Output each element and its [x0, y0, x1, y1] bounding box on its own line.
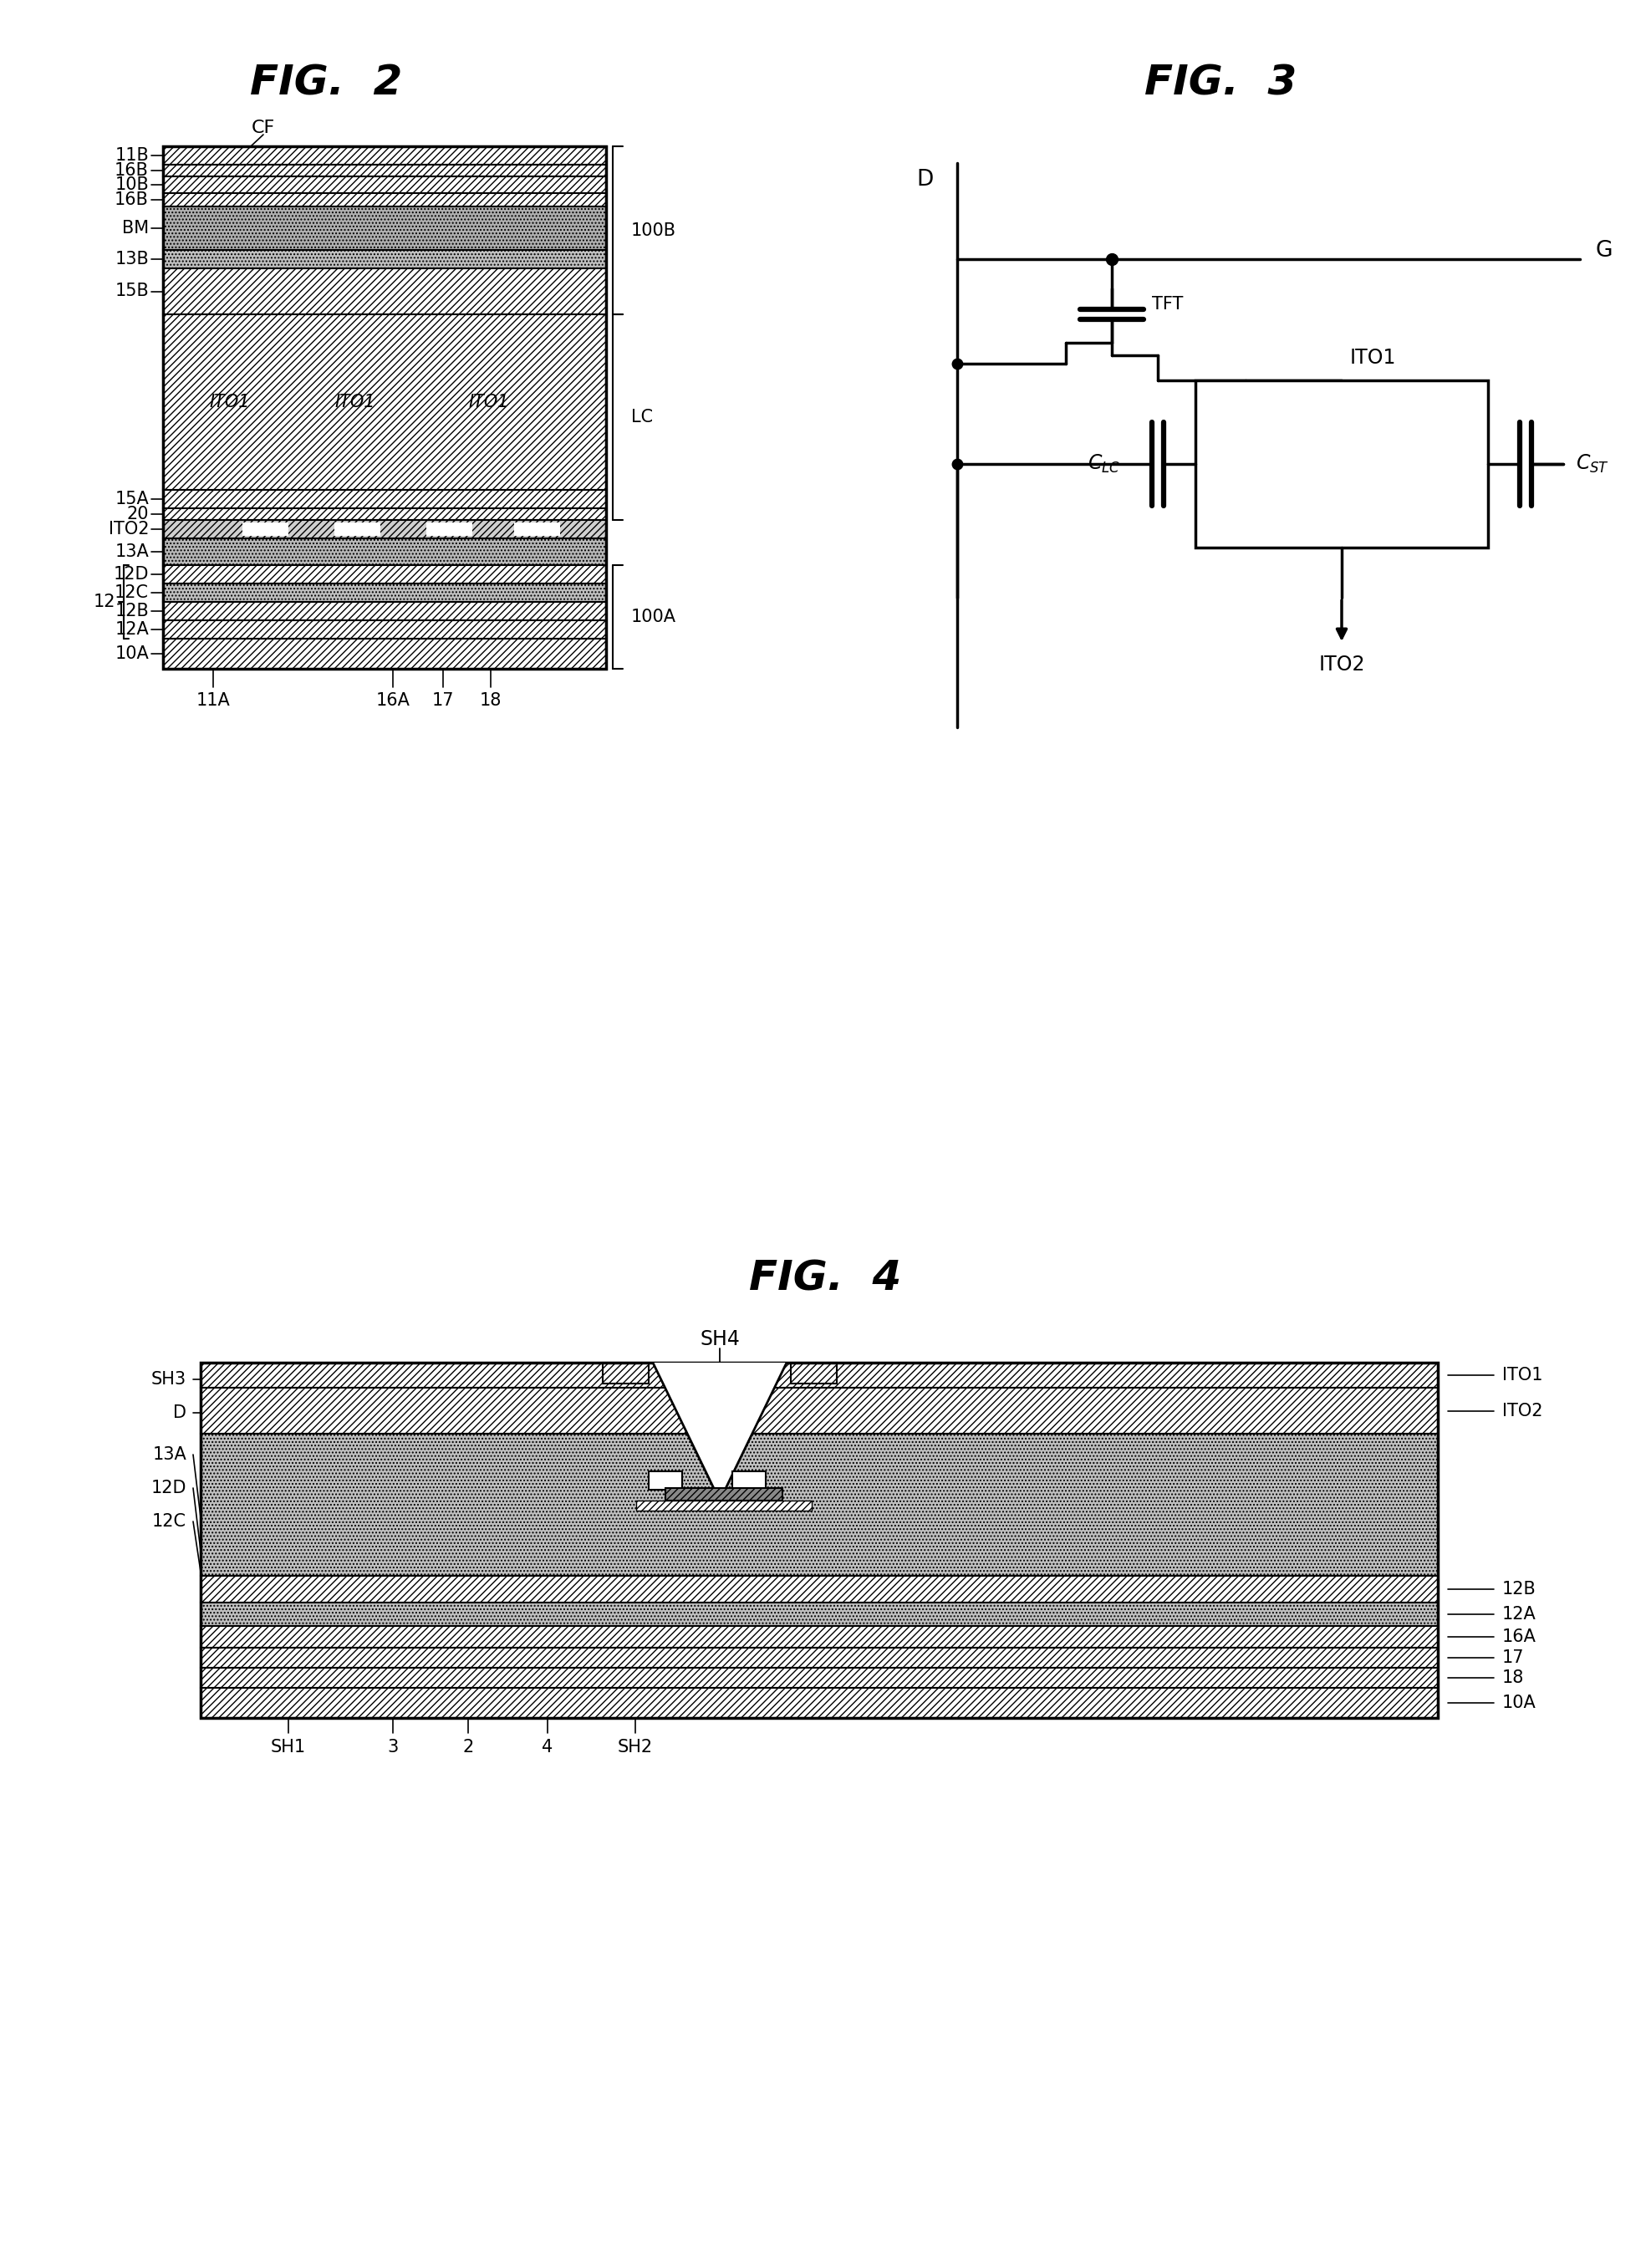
Text: ITO2: ITO2: [1502, 1404, 1542, 1420]
Bar: [426, 522, 472, 535]
Bar: [163, 601, 606, 619]
Text: SH2: SH2: [617, 1740, 652, 1755]
Bar: [201, 1433, 1438, 1576]
Bar: [163, 565, 606, 583]
Text: ITO1: ITO1: [469, 395, 509, 411]
Text: ITO1: ITO1: [210, 395, 251, 411]
Text: 17: 17: [433, 692, 454, 710]
Text: 20: 20: [127, 506, 149, 522]
Text: SH1: SH1: [271, 1740, 305, 1755]
Bar: [163, 619, 606, 640]
Bar: [163, 177, 606, 193]
Text: 16B: 16B: [114, 163, 149, 179]
Bar: [335, 522, 380, 535]
Text: G: G: [1595, 240, 1611, 261]
Bar: [163, 147, 606, 166]
Bar: [513, 522, 560, 535]
Text: 12D: 12D: [114, 567, 149, 583]
Text: ITO1: ITO1: [1351, 347, 1397, 367]
Text: 11A: 11A: [196, 692, 229, 710]
Text: CF: CF: [251, 120, 276, 136]
Bar: [163, 206, 606, 249]
Text: SH4: SH4: [700, 1329, 740, 1349]
Text: SH3: SH3: [152, 1370, 187, 1388]
Text: 10A: 10A: [1502, 1694, 1537, 1712]
Text: ITO1: ITO1: [1502, 1368, 1542, 1383]
Text: 15A: 15A: [114, 490, 149, 508]
Text: 3: 3: [388, 1740, 398, 1755]
Text: 13A: 13A: [152, 1447, 187, 1463]
Bar: [163, 640, 606, 669]
Bar: [201, 1649, 1438, 1667]
Text: 18: 18: [480, 692, 502, 710]
Bar: [163, 249, 606, 268]
Bar: [201, 1626, 1438, 1649]
Text: 12B: 12B: [1502, 1581, 1537, 1597]
Text: 12A: 12A: [1502, 1606, 1537, 1622]
Text: 100B: 100B: [631, 222, 677, 238]
Text: D: D: [173, 1404, 187, 1422]
Text: 12: 12: [92, 594, 116, 610]
Text: 16B: 16B: [114, 191, 149, 209]
Text: 18: 18: [1502, 1669, 1524, 1685]
Bar: [201, 1388, 1438, 1433]
Text: 2: 2: [462, 1740, 474, 1755]
Bar: [163, 508, 606, 519]
Bar: [163, 147, 606, 669]
Text: LC: LC: [631, 408, 654, 426]
Text: FIG.  3: FIG. 3: [1144, 64, 1296, 104]
Text: $C_{ST}$: $C_{ST}$: [1575, 454, 1610, 474]
Bar: [665, 1488, 783, 1501]
Text: BM: BM: [122, 220, 149, 236]
Bar: [201, 1667, 1438, 1687]
Text: 16A: 16A: [1502, 1628, 1537, 1644]
Bar: [603, 1363, 649, 1383]
Bar: [201, 1603, 1438, 1626]
Text: FIG.  4: FIG. 4: [750, 1259, 901, 1300]
Text: 15B: 15B: [114, 284, 149, 299]
Text: 17: 17: [1502, 1649, 1524, 1667]
Bar: [201, 1363, 1438, 1717]
Text: 10A: 10A: [114, 646, 149, 662]
Bar: [1195, 381, 1488, 547]
Bar: [243, 522, 289, 535]
Text: ITO1: ITO1: [335, 395, 375, 411]
Bar: [733, 1472, 766, 1490]
Text: 13B: 13B: [114, 252, 149, 268]
Text: TFT: TFT: [1152, 295, 1184, 313]
Polygon shape: [652, 1363, 786, 1501]
Bar: [201, 1363, 1438, 1388]
Bar: [791, 1363, 837, 1383]
Text: 12C: 12C: [114, 585, 149, 601]
Text: 10B: 10B: [114, 177, 149, 193]
Bar: [201, 1687, 1438, 1717]
Bar: [163, 519, 606, 538]
Text: ITO2: ITO2: [109, 522, 149, 538]
Text: 100A: 100A: [631, 608, 677, 626]
Text: $C_{LC}$: $C_{LC}$: [1088, 454, 1119, 474]
Text: 12A: 12A: [114, 621, 149, 637]
Bar: [649, 1472, 682, 1490]
Text: 4: 4: [542, 1740, 553, 1755]
Bar: [636, 1501, 812, 1510]
Text: 11B: 11B: [114, 147, 149, 163]
Text: D: D: [916, 168, 934, 191]
Bar: [163, 315, 606, 490]
Text: 12B: 12B: [114, 603, 149, 619]
Text: FIG.  2: FIG. 2: [249, 64, 403, 104]
Bar: [163, 583, 606, 601]
Text: ITO2: ITO2: [1319, 655, 1365, 674]
Text: 12C: 12C: [152, 1513, 187, 1531]
Bar: [163, 166, 606, 177]
Text: 13A: 13A: [114, 544, 149, 560]
Bar: [163, 193, 606, 206]
Text: 12D: 12D: [150, 1479, 187, 1497]
Bar: [201, 1576, 1438, 1603]
Bar: [163, 268, 606, 315]
Bar: [163, 538, 606, 565]
Bar: [163, 490, 606, 508]
Text: 16A: 16A: [376, 692, 409, 710]
